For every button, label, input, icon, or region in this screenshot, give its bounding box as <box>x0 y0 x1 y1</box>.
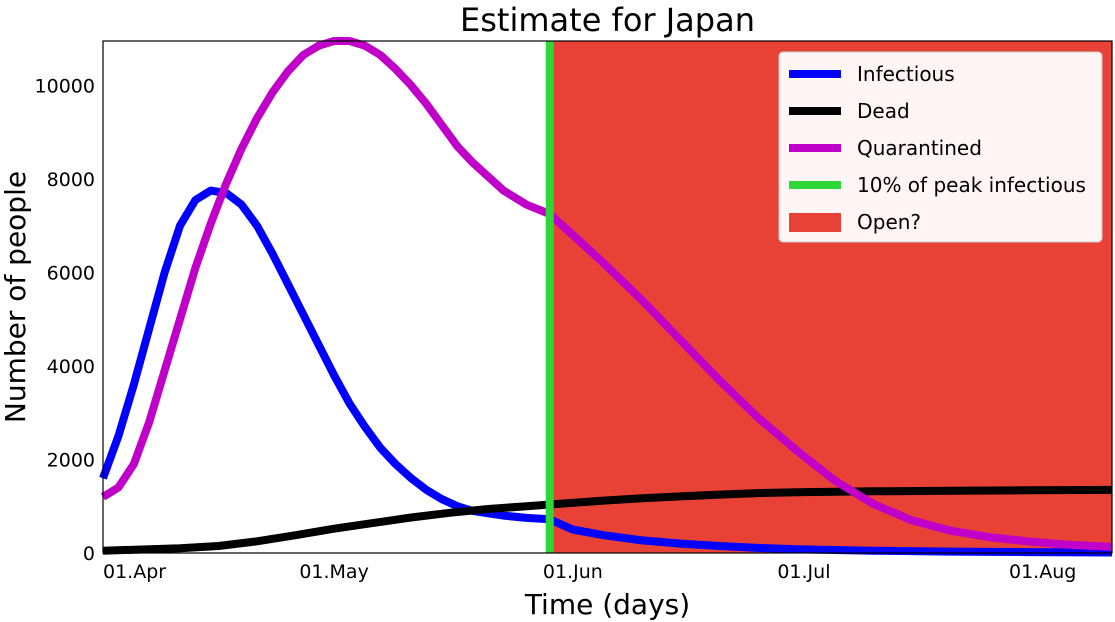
legend-label: Quarantined <box>857 136 982 160</box>
legend-swatch <box>789 213 841 232</box>
x-tick-label: 01.Aug <box>1009 561 1076 583</box>
x-tick-label: 01.Jun <box>543 561 603 583</box>
plot-frame <box>102 40 1113 554</box>
series-line-infectious <box>99 186 1113 557</box>
y-axis-title: Number of people <box>0 171 32 423</box>
chart-title: Estimate for Japan <box>460 1 755 39</box>
legend: Infectious Dead Quarantined 10% of peak inf… <box>778 51 1103 243</box>
x-tick-label: 01.Apr <box>103 561 166 583</box>
y-tick-label: 10000 <box>35 75 95 97</box>
x-axis: 01.Apr 01.May 01.Jun 01.Jul 01.Aug <box>103 561 1076 583</box>
y-axis: 0 2000 4000 6000 8000 10000 <box>35 75 95 565</box>
legend-box <box>778 51 1103 243</box>
legend-label: Infectious <box>857 62 955 86</box>
y-tick-label: 8000 <box>47 169 95 191</box>
legend-label: Dead <box>857 99 910 123</box>
legend-label: Open? <box>857 210 921 234</box>
series-line-quarantined <box>100 37 1113 551</box>
y-tick-label: 4000 <box>47 356 95 378</box>
series-lines <box>99 37 1113 557</box>
x-tick-label: 01.Jul <box>777 561 830 583</box>
legend-label: 10% of peak infectious <box>857 173 1086 197</box>
y-tick-label: 2000 <box>47 449 95 471</box>
y-tick-label: 6000 <box>47 262 95 284</box>
y-tick-label: 0 <box>83 543 95 565</box>
x-tick-label: 01.May <box>299 561 369 583</box>
x-axis-title: Time (days) <box>524 588 690 621</box>
